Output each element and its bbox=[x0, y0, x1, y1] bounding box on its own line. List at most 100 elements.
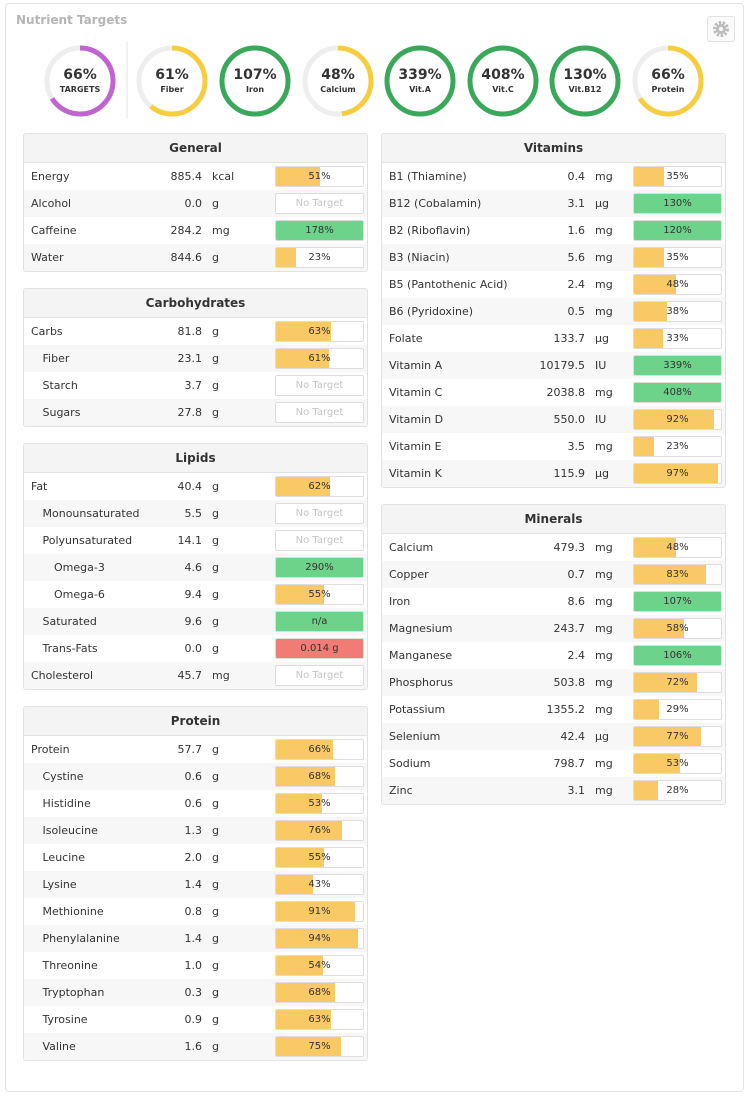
unit: g bbox=[212, 534, 219, 547]
amount: 10179.5 bbox=[539, 359, 586, 372]
ring-label: 408% bbox=[481, 67, 524, 83]
nutrient-name: Fiber bbox=[42, 352, 70, 365]
bar-label: 66% bbox=[308, 744, 331, 755]
unit: g bbox=[212, 743, 219, 756]
bar-fill bbox=[276, 983, 336, 1002]
progress-bar: 48% bbox=[633, 274, 722, 295]
ring-arc bbox=[44, 45, 116, 117]
nutrient-name: Histidine bbox=[42, 797, 91, 810]
unit: mg bbox=[595, 568, 613, 581]
nutrient-name: Potassium bbox=[389, 703, 446, 716]
bar-label: 130% bbox=[663, 198, 692, 209]
progress-bar: 35% bbox=[633, 166, 722, 187]
nutrient-name: Lysine bbox=[42, 878, 77, 891]
bar-fill bbox=[634, 646, 721, 665]
nutrient-name: Carbs bbox=[31, 325, 63, 338]
section: Protein Protein 57.7 g 66% Cystine 0.6 g 68% Hist… bbox=[23, 706, 368, 1061]
ring-arc bbox=[136, 45, 208, 117]
unit: g bbox=[212, 986, 219, 999]
unit: g bbox=[212, 797, 219, 810]
nutrient-name: Magnesium bbox=[389, 622, 453, 635]
bar-label: 106% bbox=[663, 650, 692, 661]
progress-bar: 92% bbox=[633, 409, 722, 430]
row: Tyrosine 0.9 g 63% bbox=[24, 1006, 367, 1033]
bar-fill bbox=[276, 929, 358, 948]
amount: 14.1 bbox=[177, 534, 203, 547]
nutrient-name: Isoleucine bbox=[42, 824, 98, 837]
bar-label: 23% bbox=[308, 252, 331, 263]
nutrient-name: Starch bbox=[42, 379, 78, 392]
unit: g bbox=[212, 878, 219, 891]
row: Lysine 1.4 g 43% bbox=[24, 871, 367, 898]
unit: mg bbox=[595, 784, 613, 797]
row: Threonine 1.0 g 54% bbox=[24, 952, 367, 979]
nutrient-name: Protein bbox=[31, 743, 70, 756]
bar-label: 178% bbox=[305, 225, 334, 236]
ring-name: Vit.C bbox=[492, 85, 514, 94]
bar-label: 76% bbox=[308, 825, 331, 836]
progress-bar: 290% bbox=[275, 557, 364, 578]
bar-label: 48% bbox=[666, 279, 689, 290]
unit: mg bbox=[595, 386, 613, 399]
progress-bar: 106% bbox=[633, 645, 722, 666]
bar-label: 33% bbox=[666, 333, 689, 344]
amount: 42.4 bbox=[560, 730, 586, 743]
progress-bar: 28% bbox=[633, 780, 722, 801]
bar-fill bbox=[276, 1037, 342, 1056]
bar-fill bbox=[634, 221, 721, 240]
bar-fill bbox=[634, 275, 676, 294]
row: Sodium 798.7 mg 53% bbox=[382, 750, 725, 777]
bar-label: 290% bbox=[305, 562, 334, 573]
amount: 0.0 bbox=[184, 197, 203, 210]
section: Vitamins B1 (Thiamine) 0.4 mg 35% B12 (Cobala… bbox=[381, 133, 726, 488]
progress-bar: 408% bbox=[633, 382, 722, 403]
row: Phosphorus 503.8 mg 72% bbox=[382, 669, 725, 696]
section-title: Carbohydrates bbox=[24, 289, 367, 318]
unit: g bbox=[212, 905, 219, 918]
bar-label: 68% bbox=[308, 771, 331, 782]
amount: 23.1 bbox=[177, 352, 203, 365]
progress-bar: 75% bbox=[275, 1036, 364, 1057]
unit: g bbox=[212, 251, 219, 264]
row: Vitamin K 115.9 µg 97% bbox=[382, 460, 725, 487]
nutrient-name: Cystine bbox=[42, 770, 84, 783]
bar-fill bbox=[634, 781, 659, 800]
progress-bar: No Target bbox=[275, 530, 364, 551]
unit: mg bbox=[212, 669, 230, 682]
nutrient-name: Cholesterol bbox=[31, 669, 94, 682]
row: Protein 57.7 g 66% bbox=[24, 736, 367, 763]
unit: mg bbox=[595, 305, 613, 318]
ring-arc bbox=[467, 45, 539, 117]
section-title: Vitamins bbox=[382, 134, 725, 163]
row: Methionine 0.8 g 91% bbox=[24, 898, 367, 925]
bar-fill bbox=[634, 673, 697, 692]
amount: 550.0 bbox=[553, 413, 586, 426]
amount: 2.4 bbox=[567, 278, 586, 291]
progress-bar: 63% bbox=[275, 1009, 364, 1030]
nutrient-name: Tyrosine bbox=[42, 1013, 88, 1026]
bar-label: 72% bbox=[666, 677, 689, 688]
settings-button[interactable] bbox=[707, 16, 735, 42]
amount: 1.3 bbox=[184, 824, 203, 837]
unit: g bbox=[212, 932, 219, 945]
nutrient-name: Omega-3 bbox=[54, 561, 105, 574]
section-title: Minerals bbox=[382, 505, 725, 534]
progress-bar: 29% bbox=[633, 699, 722, 720]
amount: 2.4 bbox=[567, 649, 586, 662]
bar-fill bbox=[634, 410, 715, 429]
row: Saturated 9.6 g n/a bbox=[24, 608, 367, 635]
progress-bar: 55% bbox=[275, 584, 364, 605]
nutrient-name: Tryptophan bbox=[42, 986, 105, 999]
row: Vitamin E 3.5 mg 23% bbox=[382, 433, 725, 460]
unit: g bbox=[212, 824, 219, 837]
right-column: Vitamins B1 (Thiamine) 0.4 mg 35% B12 (Cobala… bbox=[381, 133, 726, 805]
amount: 8.6 bbox=[567, 595, 586, 608]
amount: 4.6 bbox=[184, 561, 203, 574]
row: Zinc 3.1 mg 28% bbox=[382, 777, 725, 804]
row: Iron 8.6 mg 107% bbox=[382, 588, 725, 615]
nutrient-name: Water bbox=[31, 251, 64, 264]
bar-fill bbox=[276, 1010, 331, 1029]
bar-label: No Target bbox=[295, 407, 344, 418]
amount: 9.6 bbox=[184, 615, 203, 628]
nutrient-name: Vitamin K bbox=[389, 467, 442, 480]
